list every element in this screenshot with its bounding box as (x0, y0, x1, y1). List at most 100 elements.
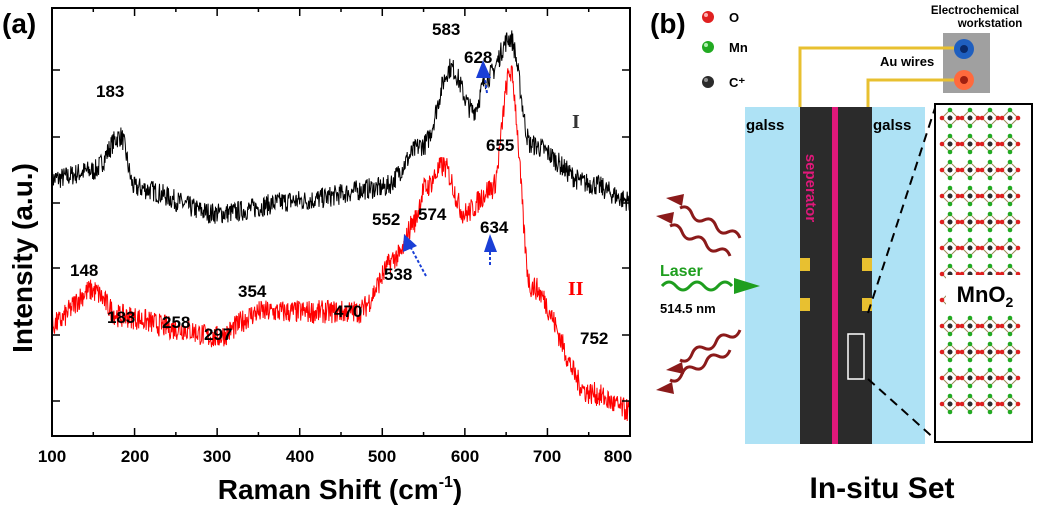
scatter-wave (669, 223, 732, 257)
lattice-cation (967, 193, 973, 199)
lattice-atom (987, 367, 993, 373)
insitu-setup-panel: (b) O Mn C⁺ Electrochemical workstation … (650, 5, 1033, 505)
lattice-atom (955, 349, 961, 355)
lattice-atom (947, 393, 953, 399)
lattice-atom (967, 175, 973, 181)
lattice-atom (947, 107, 953, 113)
lattice-atom (947, 331, 953, 337)
lattice-cation (1007, 141, 1013, 147)
lattice-atom (955, 141, 961, 147)
lattice-atom (987, 133, 993, 139)
lattice-atom (987, 159, 993, 165)
separator (832, 107, 838, 444)
lattice-atom (1007, 409, 1013, 415)
lattice-atom (947, 383, 953, 389)
lattice-atom (947, 357, 953, 363)
lattice-atom (1007, 315, 1013, 321)
lattice-cation (967, 167, 973, 173)
lattice-atom (967, 107, 973, 113)
lattice-atom (987, 357, 993, 363)
lattice-atom (1007, 149, 1013, 155)
plot-frame (51, 7, 631, 437)
lattice-atom (995, 219, 1001, 225)
lattice-atom (979, 349, 985, 355)
lattice-atom (959, 323, 965, 329)
y-axis-label: Intensity (a.u.) (7, 163, 38, 353)
lattice-atom (939, 349, 945, 355)
lattice-atom (999, 167, 1005, 173)
lattice-atom (999, 349, 1005, 355)
raman-panel: (a) Intensity (a.u.) 100 200 300 400 500… (2, 7, 632, 505)
lattice-atom (999, 323, 1005, 329)
scattered-light (669, 205, 742, 383)
lattice-atom (967, 409, 973, 415)
scatter-arrow-icon (666, 362, 684, 374)
lattice-cation (987, 375, 993, 381)
lattice-atom (947, 237, 953, 243)
lattice-atom (947, 315, 953, 321)
lattice-atom (987, 253, 993, 259)
lattice-atom (1007, 367, 1013, 373)
lattice-cation (947, 167, 953, 173)
lattice-atom (959, 115, 965, 121)
peak-label: 470 (334, 302, 362, 321)
lattice-atom (1007, 201, 1013, 207)
scatter-wave (679, 205, 742, 239)
lattice-atom (987, 107, 993, 113)
series-line-II (51, 65, 631, 422)
scatter-arrow-icon (656, 212, 674, 224)
lattice-atom (995, 349, 1001, 355)
series-label-II: II (568, 278, 584, 300)
x-tick-label: 100 (38, 447, 66, 466)
x-tick-label: 200 (121, 447, 149, 466)
lattice-atom (939, 219, 945, 225)
lattice-atom (987, 149, 993, 155)
lattice-atom (1007, 227, 1013, 233)
lattice-atom (959, 245, 965, 251)
lattice-atom (967, 211, 973, 217)
lattice-atom (979, 323, 985, 329)
lattice-atom (995, 115, 1001, 121)
lattice-atom (1015, 401, 1021, 407)
lattice-atom (1007, 263, 1013, 269)
atom-legend: O Mn C⁺ (702, 10, 748, 90)
lattice-atom (955, 115, 961, 121)
peak-label: 258 (162, 313, 190, 332)
lattice-atom (987, 263, 993, 269)
peak-label: 583 (432, 20, 460, 39)
lattice-atom (1015, 323, 1021, 329)
lattice-atom (1007, 159, 1013, 165)
lattice-atom (947, 201, 953, 207)
lattice-cation (967, 245, 973, 251)
lattice-atom (979, 245, 985, 251)
x-tick-label: 500 (368, 447, 396, 466)
lattice-atom (975, 375, 981, 381)
lattice-atom (939, 193, 945, 199)
lattice-atom (987, 175, 993, 181)
electrode-pad (800, 298, 810, 311)
atom-highlight (704, 43, 708, 47)
lattice-atom (947, 159, 953, 165)
lattice-atom (979, 401, 985, 407)
lattice-atom (967, 149, 973, 155)
peak-label: 655 (486, 136, 514, 155)
lattice-cation (987, 167, 993, 173)
legend-label: O (729, 10, 739, 25)
lattice-atom (1007, 123, 1013, 129)
lattice-atom (975, 401, 981, 407)
lattice-cation (947, 245, 953, 251)
lattice-atom (967, 123, 973, 129)
lattice-atom (979, 375, 985, 381)
lattice-atom (955, 375, 961, 381)
lattice-atom (995, 193, 1001, 199)
lattice-atom (939, 323, 945, 329)
lattice-atom (995, 245, 1001, 251)
lattice-atom (999, 401, 1005, 407)
lattice-atom (995, 167, 1001, 173)
lattice-atom (995, 141, 1001, 147)
lattice-atom (959, 349, 965, 355)
lattice-atom (959, 141, 965, 147)
lattice-atom (947, 123, 953, 129)
electrode-pad (862, 258, 872, 271)
